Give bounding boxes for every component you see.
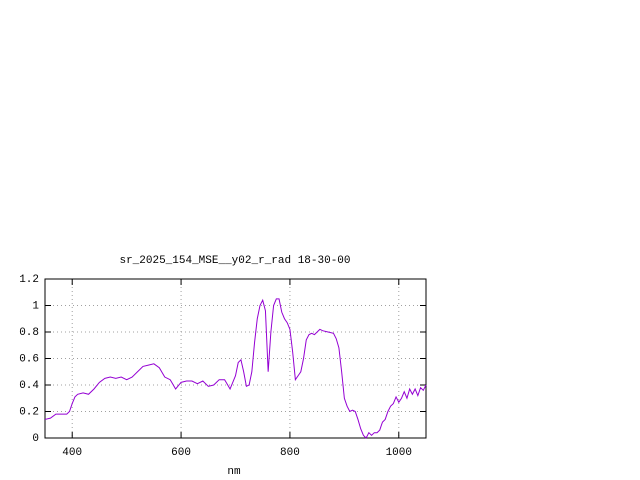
y-tick-label: 0 <box>32 433 39 445</box>
x-tick-label: 1000 <box>386 447 412 459</box>
y-tick-label: 0.6 <box>19 353 39 365</box>
y-tick-label: 0.4 <box>19 380 39 392</box>
data-line <box>44 298 427 439</box>
x-tick-label: 600 <box>171 447 191 459</box>
y-tick-label: 0.8 <box>19 327 39 339</box>
y-tick-label: 1 <box>32 300 39 312</box>
y-tick-label: 1.2 <box>19 274 39 286</box>
chart-title: sr_2025_154_MSE__y02_r_rad 18-30-00 <box>119 255 350 267</box>
x-tick-label: 400 <box>62 447 82 459</box>
x-axis-label: nm <box>227 466 241 478</box>
plot-border <box>44 278 427 439</box>
x-tick-label: 800 <box>280 447 300 459</box>
y-tick-label: 0.2 <box>19 406 39 418</box>
